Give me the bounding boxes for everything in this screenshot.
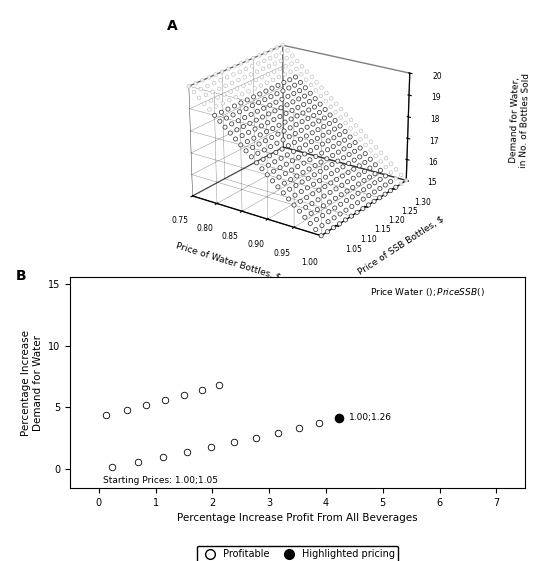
Text: 0.80;1.26: 0.80;1.26: [0, 560, 1, 561]
Point: [122, 405, 131, 414]
Text: Price Water ($); Price SSB ($): Price Water ($); Price SSB ($): [370, 286, 485, 298]
Point: [142, 401, 150, 410]
X-axis label: Price of Water Bottles, $: Price of Water Bottles, $: [175, 241, 282, 282]
Point: [197, 385, 206, 394]
Text: 1.00;1.26: 1.00;1.26: [349, 413, 392, 422]
Y-axis label: Percentage Increase
Demand for Water: Percentage Increase Demand for Water: [21, 330, 43, 436]
Legend: Profitable, Highlighted pricing: Profitable, Highlighted pricing: [197, 545, 398, 561]
Text: Starting Prices: 1.00;1.05: Starting Prices: 1.00;1.05: [103, 476, 218, 485]
Text: B: B: [16, 269, 27, 283]
Point: [273, 428, 282, 437]
Point: [294, 423, 303, 432]
Text: A: A: [167, 19, 177, 33]
Point: [334, 413, 343, 422]
Point: [180, 390, 188, 399]
X-axis label: Percentage Increase Profit From All Beverages: Percentage Increase Profit From All Beve…: [177, 513, 418, 523]
Point: [214, 381, 223, 390]
Point: [133, 458, 142, 467]
Point: [159, 453, 167, 462]
Point: [315, 419, 324, 427]
Point: [229, 438, 238, 447]
Legend: Not profitable, Profitable: Not profitable, Profitable: [210, 290, 385, 307]
Text: 0.94;1.24: 0.94;1.24: [0, 560, 1, 561]
Point: [334, 413, 343, 422]
Point: [206, 443, 215, 452]
Point: [183, 448, 192, 457]
Point: [108, 462, 116, 471]
Point: [252, 433, 260, 442]
Y-axis label: Price of SSB Bottles, $: Price of SSB Bottles, $: [356, 215, 445, 277]
Point: [102, 410, 110, 419]
Point: [161, 396, 170, 404]
